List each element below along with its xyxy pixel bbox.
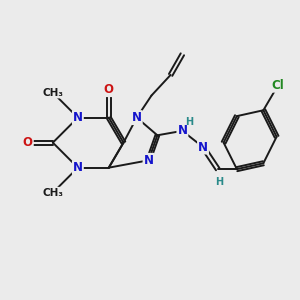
Text: O: O — [104, 83, 114, 96]
Text: CH₃: CH₃ — [42, 88, 63, 98]
Text: N: N — [198, 141, 208, 154]
Text: H: H — [215, 176, 223, 187]
Text: N: N — [132, 111, 142, 124]
Text: N: N — [143, 154, 154, 167]
Text: N: N — [177, 124, 188, 137]
Text: N: N — [73, 161, 83, 174]
Text: CH₃: CH₃ — [42, 188, 63, 198]
Text: O: O — [23, 136, 33, 149]
Text: N: N — [73, 111, 83, 124]
Text: Cl: Cl — [272, 79, 284, 92]
Text: H: H — [185, 117, 193, 127]
